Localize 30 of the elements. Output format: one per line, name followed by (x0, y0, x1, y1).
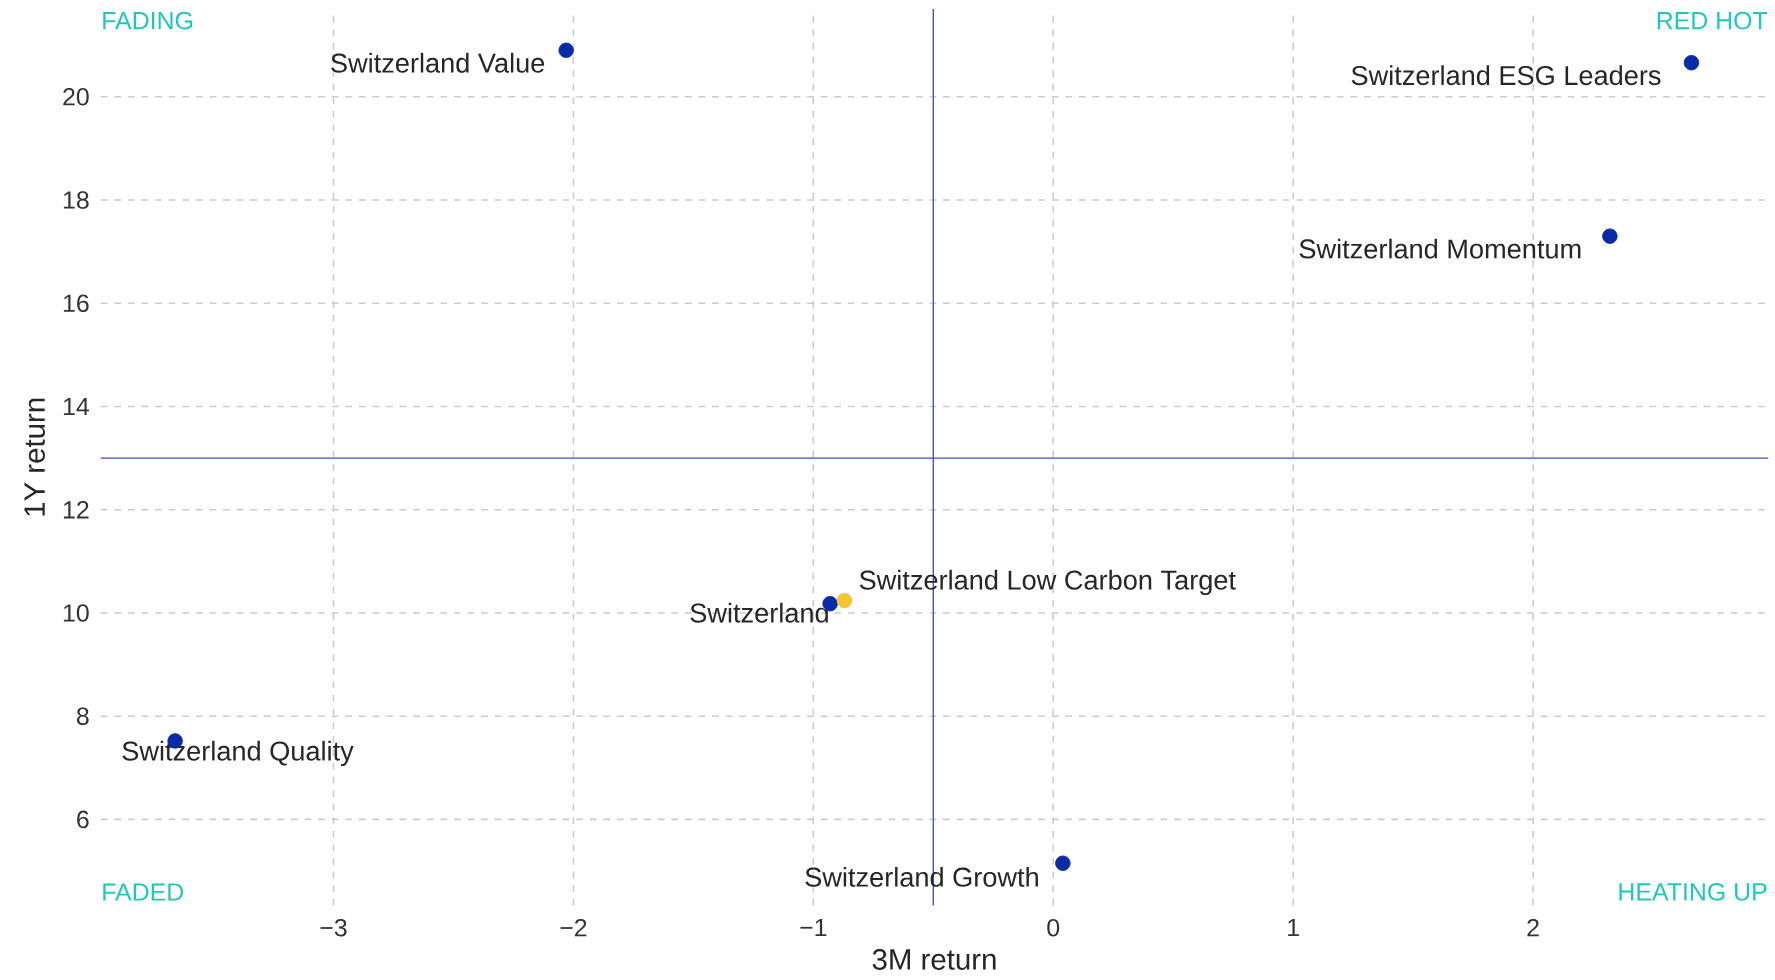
x-axis-title: 3M return (872, 948, 996, 970)
series-label: Switzerland Quality (122, 740, 354, 766)
x-tick-label: −2 (560, 918, 587, 937)
annotation: FADING (103, 11, 193, 30)
x-tick-label: −3 (320, 918, 347, 937)
point (1602, 228, 1618, 244)
point (1055, 855, 1071, 871)
y-tick-label: 16 (63, 294, 89, 312)
y-tick-label: 8 (76, 707, 89, 725)
x-tick-label: 0 (1047, 918, 1060, 937)
y-tick-label: 14 (63, 397, 89, 415)
point (836, 592, 853, 609)
y-axis-title: 1Y return (24, 398, 45, 516)
y-tick-label: 18 (63, 191, 89, 209)
point (558, 42, 574, 58)
series-label: Switzerland ESG Leaders (1351, 65, 1661, 85)
series-label: Switzerland (690, 602, 828, 623)
y-tick-label: 12 (63, 500, 89, 519)
annotation: RED HOT (1657, 11, 1768, 30)
annotation: FADED (103, 883, 184, 901)
x-tick-label: −1 (800, 918, 827, 936)
series-label: Switzerland Value (331, 52, 545, 73)
y-tick-label: 6 (77, 810, 89, 829)
y-tick-label: 10 (63, 604, 89, 622)
point (1683, 54, 1700, 71)
x-tick-label: 2 (1527, 918, 1539, 937)
x-tick-label: 1 (1288, 918, 1299, 936)
series-label: Switzerland Momentum (1299, 238, 1581, 259)
y-tick-label: 20 (63, 87, 89, 106)
annotation: HEATING UP (1619, 882, 1767, 901)
